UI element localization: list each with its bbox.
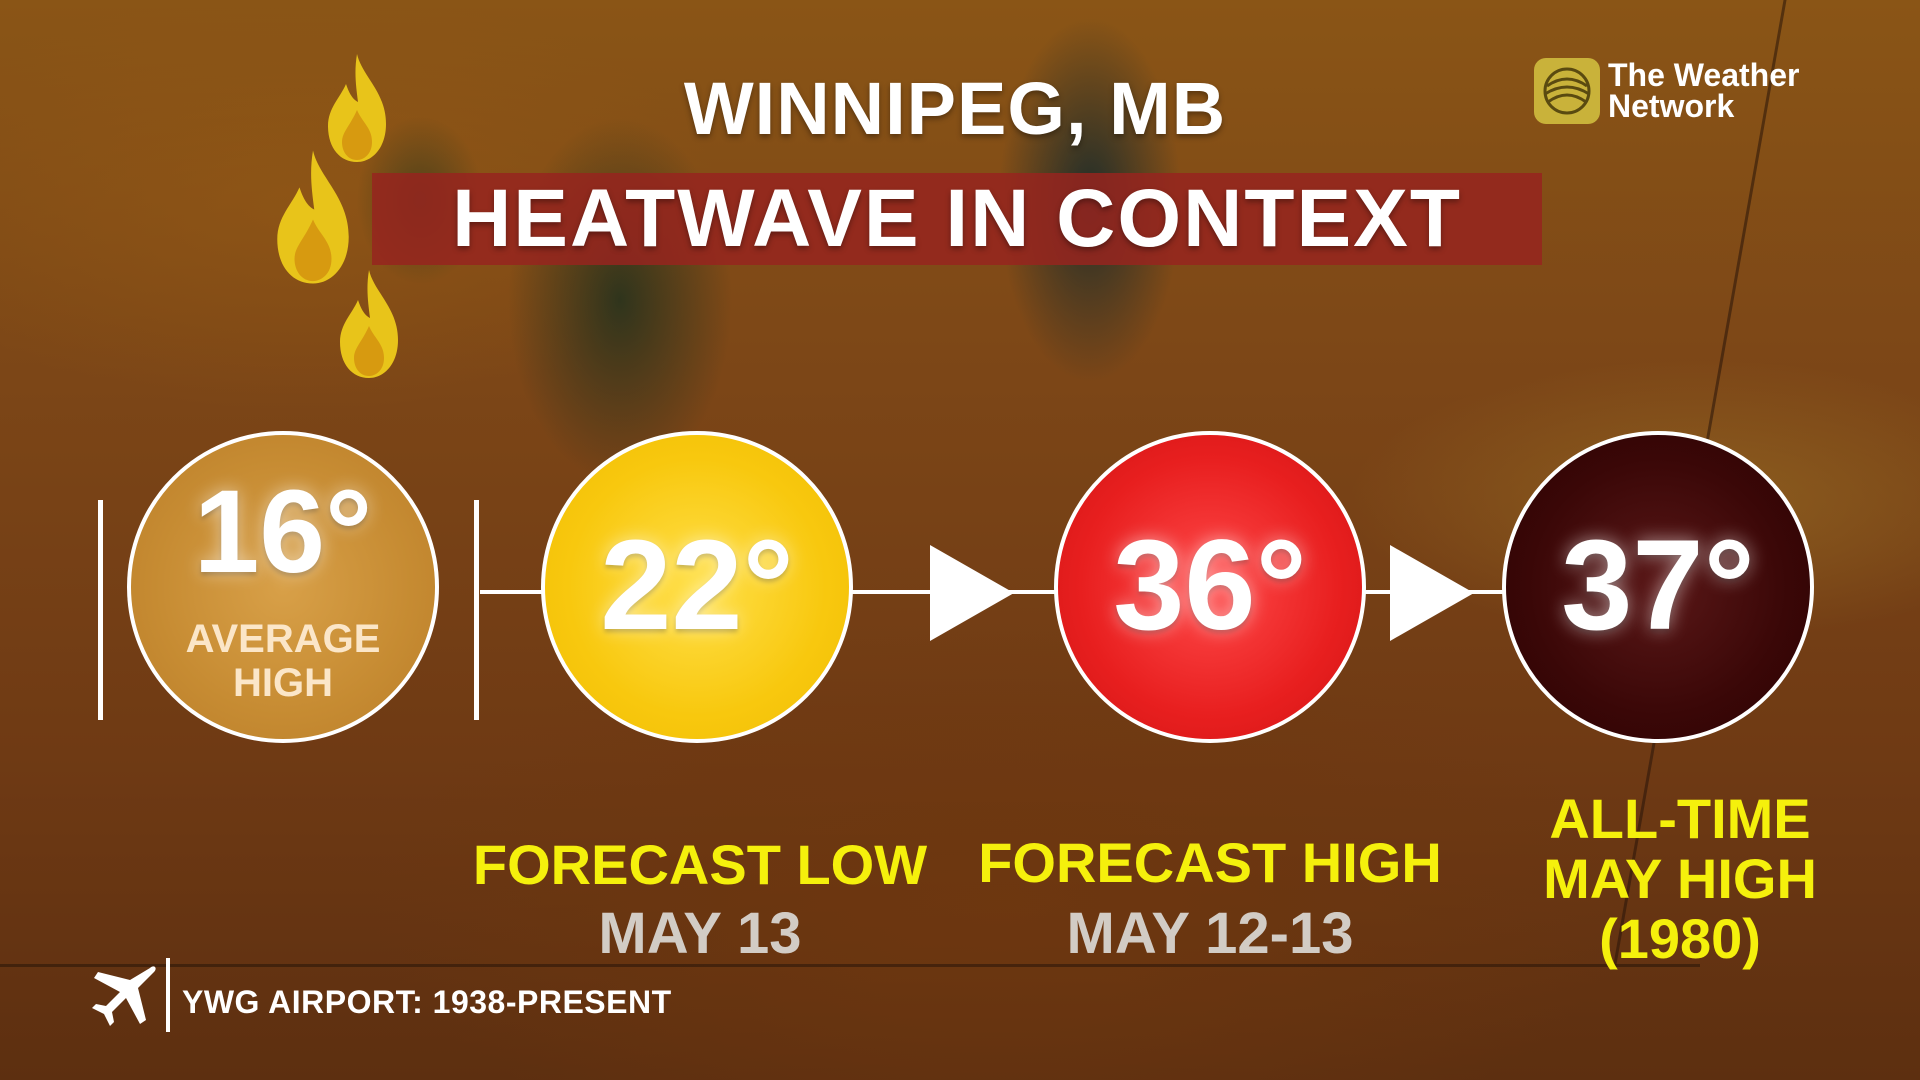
all-time-high-caption-line2: MAY HIGH	[1543, 847, 1817, 910]
airplane-icon	[92, 966, 156, 1026]
forecast-high-caption: FORECAST HIGH	[978, 831, 1442, 894]
brand-name-line2: Network	[1608, 88, 1735, 124]
all-time-high-circle	[1502, 431, 1814, 743]
all-time-high-caption-line1: ALL-TIME	[1549, 787, 1811, 850]
forecast-high-value: 36°	[1113, 514, 1307, 657]
forecast-low-caption: FORECAST LOW	[472, 833, 928, 896]
forecast-low-value: 22°	[600, 514, 794, 657]
forecast-high-date: MAY 12-13	[1066, 901, 1354, 966]
timeline-tick	[98, 500, 103, 720]
timeline-tick	[474, 500, 479, 720]
page-subtitle: HEATWAVE IN CONTEXT	[452, 173, 1462, 264]
forecast-low-circle	[541, 431, 853, 743]
flame-icon	[328, 54, 386, 162]
map-border-line	[0, 964, 1700, 967]
brand-name: The Weather Network	[1608, 57, 1800, 124]
subtitle-banner	[372, 173, 1542, 265]
brand-logo: The Weather Network	[1534, 58, 1834, 128]
average-high-value: 16°	[193, 466, 373, 598]
all-time-high-caption-line3: (1980)	[1599, 907, 1761, 970]
average-high-circle	[127, 431, 439, 743]
timeline-arrow-icon	[930, 545, 1014, 641]
weather-network-logo-icon	[1534, 58, 1600, 124]
timeline-arrow-icon	[1390, 545, 1474, 641]
forecast-low-date: MAY 13	[598, 901, 802, 966]
brand-name-line1: The Weather	[1608, 57, 1800, 93]
all-time-high-value: 37°	[1561, 514, 1755, 657]
page-title: WINNIPEG, MB	[683, 67, 1227, 150]
flame-icon	[277, 150, 349, 284]
average-high-label-line2: HIGH	[233, 661, 333, 705]
footer-divider	[166, 958, 170, 1032]
forecast-high-circle	[1054, 431, 1366, 743]
footer-source: YWG AIRPORT: 1938-PRESENT	[182, 984, 672, 1020]
average-high-label-line1: AVERAGE	[185, 617, 381, 661]
flame-icon	[340, 270, 398, 378]
